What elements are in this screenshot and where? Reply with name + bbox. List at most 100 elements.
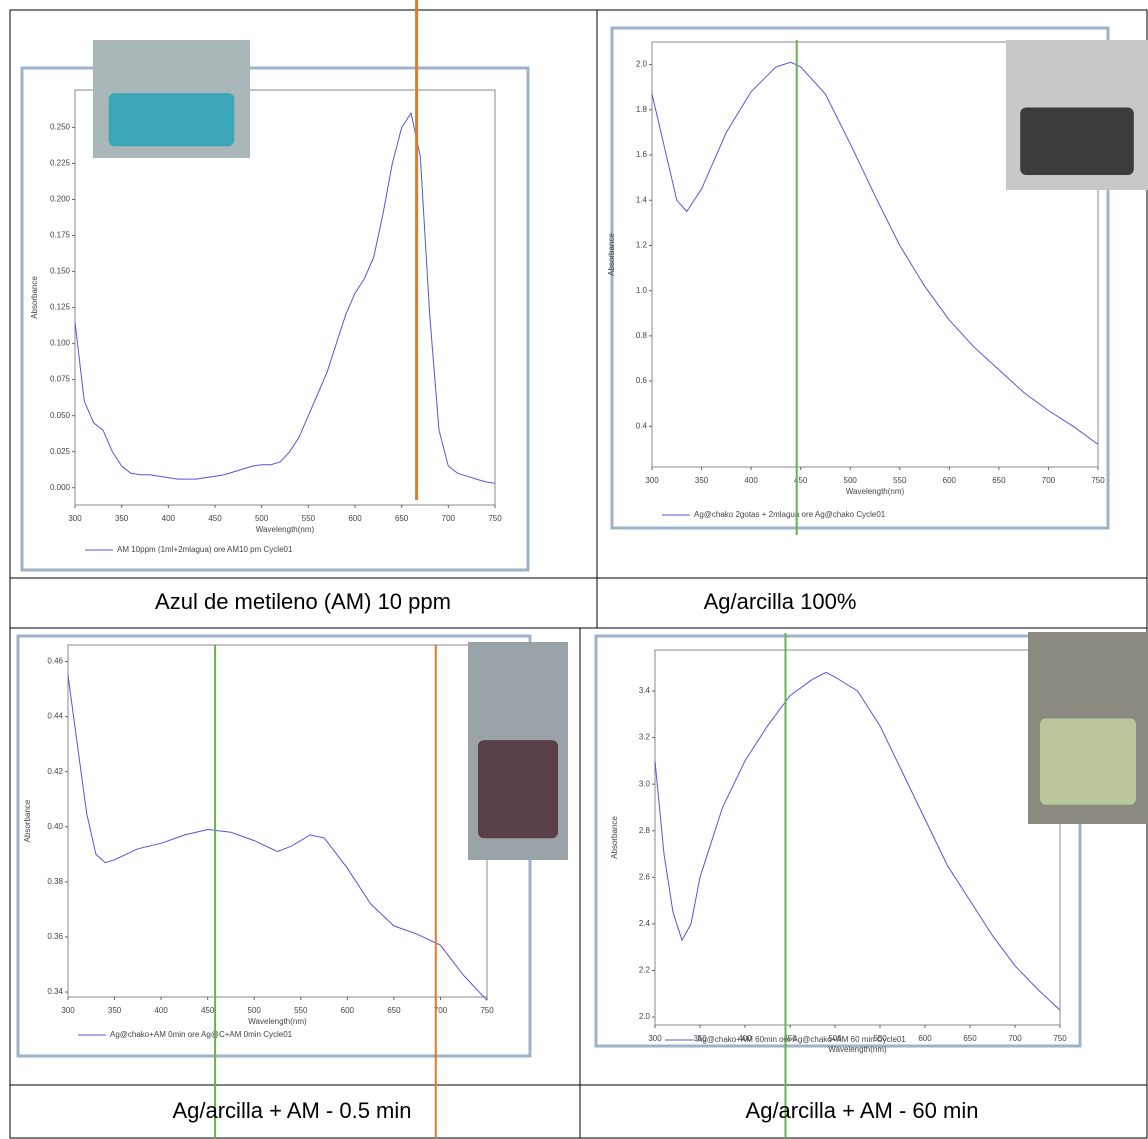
x-tick-label: 700 xyxy=(1008,1034,1022,1043)
x-tick-label: 500 xyxy=(828,1034,842,1043)
x-tick-label: 750 xyxy=(1091,476,1105,485)
x-tick-label: 550 xyxy=(873,1034,887,1043)
x-tick-label: 650 xyxy=(395,514,409,523)
x-tick-label: 750 xyxy=(488,514,502,523)
y-axis-label: Absorbance xyxy=(610,816,619,859)
y-tick-label: 0.200 xyxy=(50,195,71,204)
x-axis-label: Wavelength(nm) xyxy=(846,487,905,496)
spectrum-line xyxy=(74,111,496,484)
y-tick-label: 0.4 xyxy=(636,421,648,430)
photo-sample xyxy=(478,740,558,839)
x-tick-label: 500 xyxy=(844,476,858,485)
plot-area xyxy=(74,89,496,506)
x-tick-label: 650 xyxy=(387,1006,401,1015)
x-tick-label: 300 xyxy=(61,1006,75,1015)
y-tick-label: 0.050 xyxy=(50,411,71,420)
x-tick-label: 350 xyxy=(115,514,129,523)
x-tick-label: 350 xyxy=(108,1006,122,1015)
legend-label: Ag@chako+AM 0min ore Ag@C+AM 0min Cycle0… xyxy=(110,1030,293,1039)
y-tick-label: 0.42 xyxy=(47,767,63,776)
y-tick-label: 2.8 xyxy=(639,826,651,835)
y-tick-label: 0.175 xyxy=(50,231,71,240)
caption: Azul de metileno (AM) 10 ppm xyxy=(155,589,451,614)
x-tick-label: 600 xyxy=(943,476,957,485)
spectrum-line xyxy=(651,61,1099,445)
x-tick-label: 450 xyxy=(794,476,808,485)
x-tick-label: 750 xyxy=(1053,1034,1067,1043)
y-tick-label: 0.000 xyxy=(50,483,71,492)
y-tick-label: 3.2 xyxy=(639,733,651,742)
x-tick-label: 500 xyxy=(248,1006,262,1015)
y-tick-label: 2.6 xyxy=(639,872,651,881)
x-tick-label: 400 xyxy=(744,476,758,485)
x-tick-label: 400 xyxy=(738,1034,752,1043)
plot-area xyxy=(654,649,1061,1026)
x-tick-label: 700 xyxy=(442,514,456,523)
y-tick-label: 0.34 xyxy=(47,987,63,996)
y-axis-label: Absorbance xyxy=(23,799,32,842)
x-tick-label: 450 xyxy=(208,514,222,523)
x-axis-label: Wavelength(nm) xyxy=(256,525,315,534)
x-tick-label: 650 xyxy=(963,1034,977,1043)
spectrum-line xyxy=(654,671,1061,1011)
y-tick-label: 0.250 xyxy=(50,123,71,132)
caption: Ag/arcilla + AM - 0.5 min xyxy=(172,1098,411,1123)
caption: Ag/arcilla 100% xyxy=(704,589,857,614)
x-tick-label: 300 xyxy=(648,1034,662,1043)
x-tick-label: 550 xyxy=(294,1006,308,1015)
x-axis-label: Wavelength(nm) xyxy=(248,1017,307,1026)
caption: Ag/arcilla + AM - 60 min xyxy=(746,1098,979,1123)
x-axis-label: Wavelength(nm) xyxy=(828,1045,887,1054)
x-tick-label: 400 xyxy=(154,1006,168,1015)
x-tick-label: 700 xyxy=(434,1006,448,1015)
y-tick-label: 2.4 xyxy=(639,919,651,928)
spectrum-line xyxy=(67,675,488,1001)
x-tick-label: 600 xyxy=(348,514,362,523)
y-tick-label: 0.36 xyxy=(47,932,63,941)
photo-sample xyxy=(1020,107,1134,175)
y-tick-label: 1.2 xyxy=(636,241,648,250)
legend-label: Ag@chako 2gotas + 2mlagua ore Ag@chako C… xyxy=(694,510,886,519)
x-tick-label: 550 xyxy=(302,514,316,523)
photo-sample xyxy=(1040,718,1136,805)
x-tick-label: 650 xyxy=(992,476,1006,485)
legend-label: Ag@chako+AM 60min ore Ag@chako+AM 60 min… xyxy=(697,1035,906,1044)
plot-area xyxy=(67,644,488,998)
y-tick-label: 0.075 xyxy=(50,375,71,384)
x-tick-label: 500 xyxy=(255,514,269,523)
x-tick-label: 350 xyxy=(693,1034,707,1043)
table-border xyxy=(9,9,1148,1139)
x-tick-label: 750 xyxy=(480,1006,494,1015)
y-tick-label: 2.0 xyxy=(639,1012,651,1021)
x-tick-label: 400 xyxy=(162,514,176,523)
y-tick-label: 0.38 xyxy=(47,877,63,886)
x-tick-label: 600 xyxy=(918,1034,932,1043)
y-tick-label: 0.44 xyxy=(47,712,63,721)
x-tick-label: 450 xyxy=(201,1006,215,1015)
x-tick-label: 600 xyxy=(341,1006,355,1015)
y-tick-label: 0.225 xyxy=(50,159,71,168)
y-tick-label: 0.025 xyxy=(50,447,71,456)
y-tick-label: 1.4 xyxy=(636,195,648,204)
legend-label: AM 10ppm (1ml+2mlagua) ore AM10 pm Cycle… xyxy=(117,545,293,554)
x-tick-label: 350 xyxy=(695,476,709,485)
y-tick-label: 1.8 xyxy=(636,105,648,114)
y-tick-label: 0.8 xyxy=(636,331,648,340)
x-tick-label: 700 xyxy=(1042,476,1056,485)
y-axis-label: Absorbance xyxy=(30,276,39,319)
photo-sample xyxy=(108,93,235,147)
y-tick-label: 1.6 xyxy=(636,150,648,159)
y-tick-label: 3.0 xyxy=(639,779,651,788)
x-tick-label: 300 xyxy=(645,476,659,485)
x-tick-label: 450 xyxy=(783,1034,797,1043)
y-tick-label: 0.46 xyxy=(47,657,63,666)
y-tick-label: 1.0 xyxy=(636,286,648,295)
y-tick-label: 0.150 xyxy=(50,267,71,276)
x-tick-label: 300 xyxy=(68,514,82,523)
y-tick-label: 0.6 xyxy=(636,376,648,385)
x-tick-label: 550 xyxy=(893,476,907,485)
y-tick-label: 0.40 xyxy=(47,822,63,831)
y-axis-label: Absorbance xyxy=(607,233,616,276)
